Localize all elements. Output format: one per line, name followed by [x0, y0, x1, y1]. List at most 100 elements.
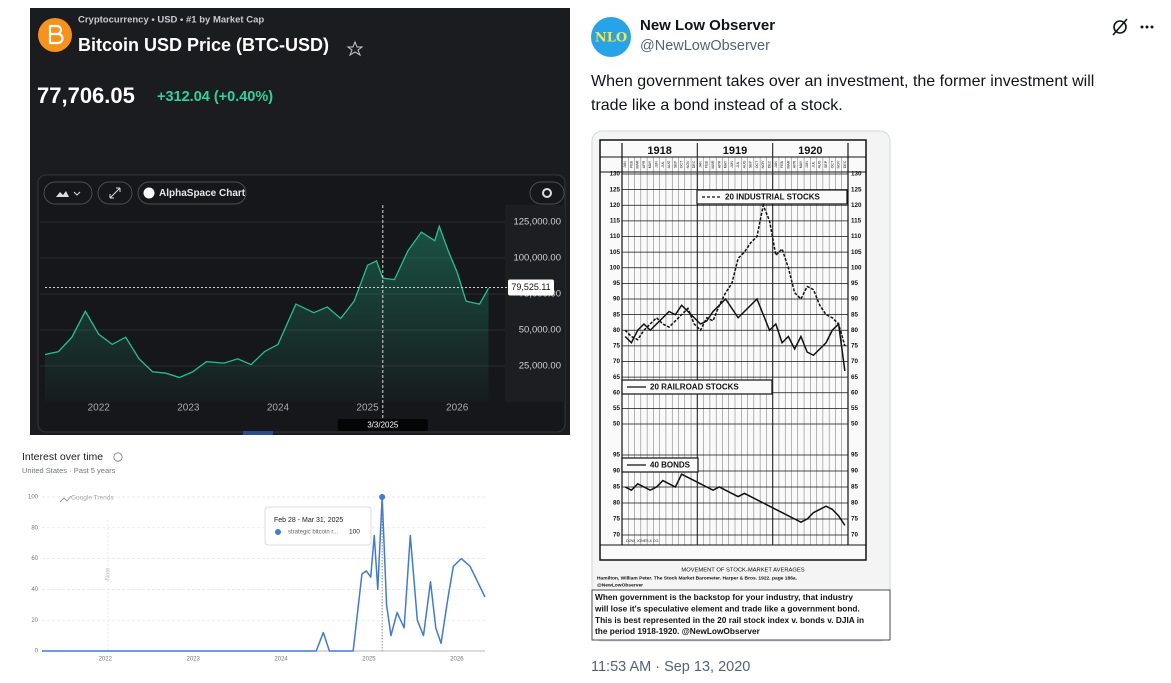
grok-icon[interactable] [1112, 18, 1128, 36]
timestamp[interactable]: 11:53 AM · Sep 13, 2020 [591, 659, 750, 675]
crosshair-label-box [337, 419, 428, 431]
y2-tick-label: 70 [613, 532, 621, 539]
y2-tick-label: 80 [613, 500, 621, 507]
month-label: DEC [692, 160, 696, 168]
y-tick-label: 125 [851, 186, 862, 193]
y-tick-label: 0 [35, 649, 39, 655]
month-label: AUG [818, 160, 822, 168]
month-label: MAY [799, 160, 803, 168]
alphaspace-label: AlphaSpace Chart [159, 188, 246, 199]
month-label: NOV [837, 160, 841, 168]
chart-type-button[interactable] [43, 181, 93, 205]
crosshair-label: 3/3/2025 [367, 421, 399, 430]
y-tick-label: 105 [851, 249, 862, 256]
month-label: JUL [661, 161, 665, 167]
month-label: APR [717, 160, 721, 168]
month-label: JUL [736, 161, 740, 167]
author-handle[interactable]: @NewLowObserver [640, 38, 770, 54]
y-tick-label: 75 [851, 343, 859, 350]
chart-type-icon [56, 191, 69, 197]
x-tick-label: 2023 [187, 657, 201, 663]
month-label: MAY [648, 160, 652, 168]
source-note: Hamilton, William Peter. The Stock Marke… [597, 575, 798, 581]
y2-tick-label: 90 [851, 468, 859, 475]
month-label: JUL [811, 161, 815, 167]
y-tick-label: 60 [851, 389, 859, 396]
y-tick-label: 60 [613, 389, 621, 396]
credit: DOW, JONES & CO. [626, 539, 659, 543]
tweet-text-line: trade like a bond instead of a stock. [591, 97, 843, 114]
y-tick-label: 50 [851, 421, 859, 428]
caption-line: This is best represented in the 20 rail … [595, 615, 864, 625]
old-chart-frame [599, 139, 867, 561]
y-tick-label: 115 [851, 218, 862, 225]
y-tick-label: 80 [613, 327, 621, 334]
author-name[interactable]: New Low Observer [640, 17, 775, 34]
legend-label: 20 INDUSTRIAL STOCKS [725, 193, 820, 202]
tooltip-swatch [275, 529, 281, 535]
month-label: OCT [755, 160, 759, 168]
price-area [45, 226, 489, 402]
y-tick-label: 95 [613, 280, 621, 287]
y-tick-label: 65 [851, 374, 859, 381]
month-label: OCT [830, 160, 834, 168]
expand-icon [109, 187, 121, 199]
more-icon[interactable] [1140, 25, 1154, 29]
y-tick-label: 95 [851, 280, 859, 287]
tooltip-series: strategic bitcoin r... [288, 530, 338, 536]
year-label: 1918 [647, 145, 671, 157]
y-tick-label: 50,000.00 [519, 325, 561, 336]
trends-chart: Interest over time United States · Past 5… [22, 451, 486, 663]
month-label: SEP [824, 160, 828, 168]
avatar-text: NLO [595, 31, 627, 46]
alphaspace-button[interactable] [137, 181, 247, 205]
price-change: +312.04 (+0.40%) [157, 89, 273, 105]
dot [1140, 25, 1144, 29]
month-label: AUG [667, 160, 671, 168]
x-tick-label: 2022 [88, 403, 111, 414]
expand-button[interactable] [97, 181, 133, 205]
y-tick-label: 80 [851, 327, 859, 334]
month-label: NOV [686, 160, 690, 168]
series-line [624, 297, 846, 371]
y2-tick-label: 95 [613, 452, 621, 459]
dot [1150, 25, 1154, 29]
year-label: 1919 [723, 145, 747, 157]
trends-title: Interest over time [22, 451, 103, 463]
settings-button[interactable] [529, 181, 565, 205]
month-label: FEB [705, 160, 709, 168]
y-tick-label: 90 [851, 296, 859, 303]
month-label: APR [793, 160, 797, 168]
grok-slash [1112, 18, 1128, 36]
trends-source: Google Trends [71, 495, 114, 502]
tooltip-box [264, 506, 372, 546]
x-tick-label: 2023 [177, 403, 200, 414]
caption-line: will lose it's speculative element and t… [594, 603, 860, 613]
watchlist-star[interactable] [346, 40, 364, 57]
avatar[interactable] [591, 17, 631, 57]
legend-box [621, 379, 773, 395]
trends-subtitle: United States · Past 5 years [22, 466, 116, 475]
month-label: SEP [749, 160, 753, 168]
y2-tick-label: 85 [613, 484, 621, 491]
y-tick-label: 105 [609, 249, 620, 256]
y-tick-label: 55 [613, 405, 621, 412]
source-handle: @NewLowObserver [597, 582, 643, 588]
month-label: AUG [742, 160, 746, 168]
y-tick-label: 85 [851, 311, 859, 318]
last-price-label: 79,525.11 [511, 282, 550, 292]
y-tick-label: 120 [609, 202, 620, 209]
caption-line: the period 1918-1920. @NewLowObserver [595, 626, 761, 636]
y-tick-label: 120 [851, 202, 862, 209]
tooltip-value: 100 [349, 529, 360, 536]
y-tick-label: 130 [851, 171, 862, 178]
legend-box [621, 457, 699, 473]
month-label: JUN [730, 161, 734, 168]
y-tick-label: 65 [613, 374, 621, 381]
y-tick-label: 100,000.00 [513, 253, 561, 264]
y-tick-label: 100 [851, 264, 862, 271]
trends-logo [59, 495, 72, 503]
settings-icon [542, 188, 552, 198]
